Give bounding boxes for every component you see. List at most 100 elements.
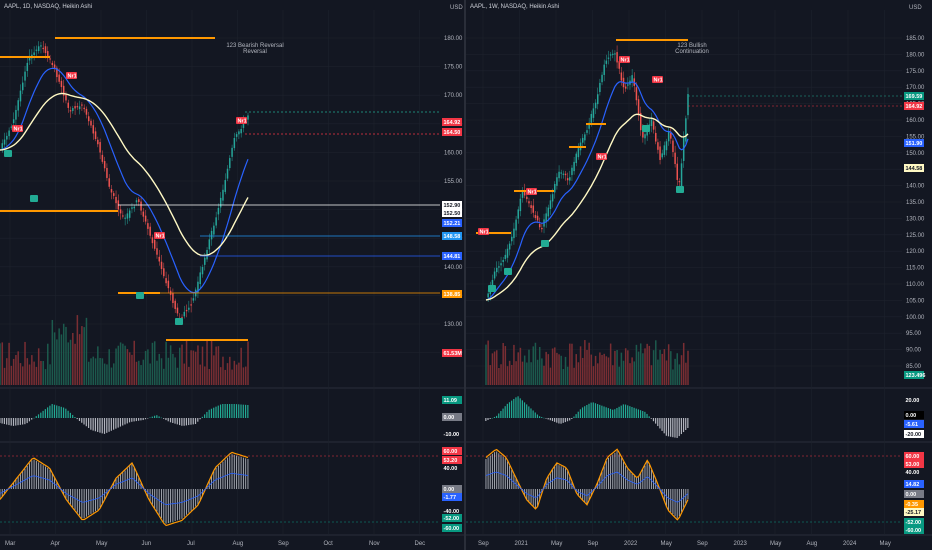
osc2-axis-label-bg (904, 460, 924, 468)
volume-bar (108, 349, 110, 385)
candle-body (140, 201, 142, 211)
oscillator-bar (644, 465, 646, 489)
volume-bar (646, 343, 648, 385)
osc2-axis-label-bg (904, 480, 924, 488)
signal-badge-bg (66, 72, 77, 79)
volume-bar (165, 341, 167, 385)
oscillator-bar (213, 471, 215, 489)
osc2-axis-label-bg (904, 508, 924, 516)
candle-body (151, 237, 154, 244)
histogram-bar (511, 400, 513, 418)
candle-body (163, 268, 165, 277)
price-tick-label: 115.00 (906, 266, 925, 272)
oscillator-bar (97, 489, 99, 510)
volume-bar (192, 350, 195, 385)
osc2-axis-label: -60.00 (444, 526, 460, 532)
candle-body (562, 173, 565, 175)
candle-body (667, 131, 670, 142)
volume-bar (620, 352, 623, 385)
volume-bar (682, 342, 685, 385)
oscillator-bar (72, 489, 74, 508)
candle-body (160, 261, 163, 269)
chart-pane-weekly[interactable]: 185.00180.00175.00170.00165.00160.00155.… (466, 0, 932, 550)
histogram-bar (181, 418, 183, 426)
histogram-bar (556, 418, 558, 423)
histogram-bar (554, 418, 556, 422)
volume-bar (642, 353, 644, 385)
volume-bar (35, 366, 38, 385)
osc2-axis-label-bg (442, 524, 462, 532)
oscillator-bar (528, 489, 530, 502)
oscillator-bar (537, 489, 538, 506)
candle-body (238, 131, 240, 135)
price-tick-label: 125.00 (906, 233, 925, 239)
volume-bar (217, 346, 220, 385)
volume-bar (517, 352, 519, 385)
oscillator-bar (131, 464, 133, 489)
pane-divider[interactable] (464, 0, 466, 550)
buy-marker (136, 292, 144, 299)
histogram-bar (90, 418, 92, 430)
histogram-bar (24, 418, 26, 425)
candle-body (165, 278, 167, 284)
candle-body (502, 260, 504, 263)
oscillator-bar (54, 478, 56, 489)
volume-bar (122, 343, 124, 385)
oscillator-bar (530, 489, 532, 504)
candle-body (122, 215, 124, 217)
candle-body (62, 85, 65, 96)
candle-body (226, 168, 229, 179)
histogram-bar (508, 402, 511, 418)
volume-bar (17, 351, 19, 385)
volume-bar (558, 354, 560, 385)
candle-body (609, 54, 612, 56)
volume-bar (19, 363, 22, 385)
price-tick-label: 105.00 (906, 298, 925, 304)
oscillator-bar (26, 465, 28, 489)
oscillator-bar (511, 470, 513, 489)
chart-pane-daily[interactable]: 180.00175.00170.00165.00160.00155.00150.… (0, 0, 464, 550)
histogram-bar (667, 418, 670, 437)
histogram-bar (560, 418, 562, 424)
volume-bar (167, 357, 170, 385)
time-tick-label: Oct (324, 541, 334, 547)
daily-chart-canvas[interactable]: 180.00175.00170.00165.00160.00155.00150.… (0, 0, 464, 550)
candle-body (508, 243, 511, 250)
candle-body (642, 129, 644, 138)
time-tick-label: May (661, 541, 672, 547)
histogram-bar (545, 418, 547, 419)
histogram-bar (627, 405, 629, 418)
histogram-bar (58, 406, 60, 418)
candle-body (231, 147, 233, 157)
candle-body (500, 263, 502, 266)
price-tick-label: 100.00 (906, 315, 925, 321)
oscillator-bar (631, 473, 633, 489)
histogram-bar (142, 418, 144, 421)
oscillator-bar (565, 468, 566, 489)
oscillator-bar (610, 456, 612, 489)
volume-bar (637, 351, 640, 385)
candle-body (176, 307, 179, 314)
histogram-bar (8, 418, 10, 426)
histogram-bar (51, 404, 53, 418)
price-tick-label: 130.00 (906, 216, 925, 222)
histogram-bar (573, 416, 575, 418)
histogram-bar (592, 402, 594, 418)
weekly-chart-canvas[interactable]: 185.00180.00175.00170.00165.00160.00155.… (466, 0, 932, 550)
osc2-axis-label: 53.00 (906, 462, 920, 468)
osc2-axis-label: 40.00 (444, 466, 458, 472)
volume-bar (8, 342, 10, 385)
volume-bar (113, 363, 115, 385)
volume-bar (140, 365, 142, 385)
oscillator-bar (163, 489, 165, 522)
histogram-bar (185, 418, 188, 426)
osc2-axis-label-bg (904, 518, 924, 526)
histogram-bar (235, 404, 238, 418)
candle-body (47, 51, 49, 59)
histogram-bar (650, 418, 652, 419)
price-axis-label-bg (442, 290, 462, 298)
volume-bar (622, 360, 625, 385)
volume-bar (37, 348, 40, 385)
volume-bar (644, 348, 646, 385)
histogram-bar (72, 414, 74, 418)
